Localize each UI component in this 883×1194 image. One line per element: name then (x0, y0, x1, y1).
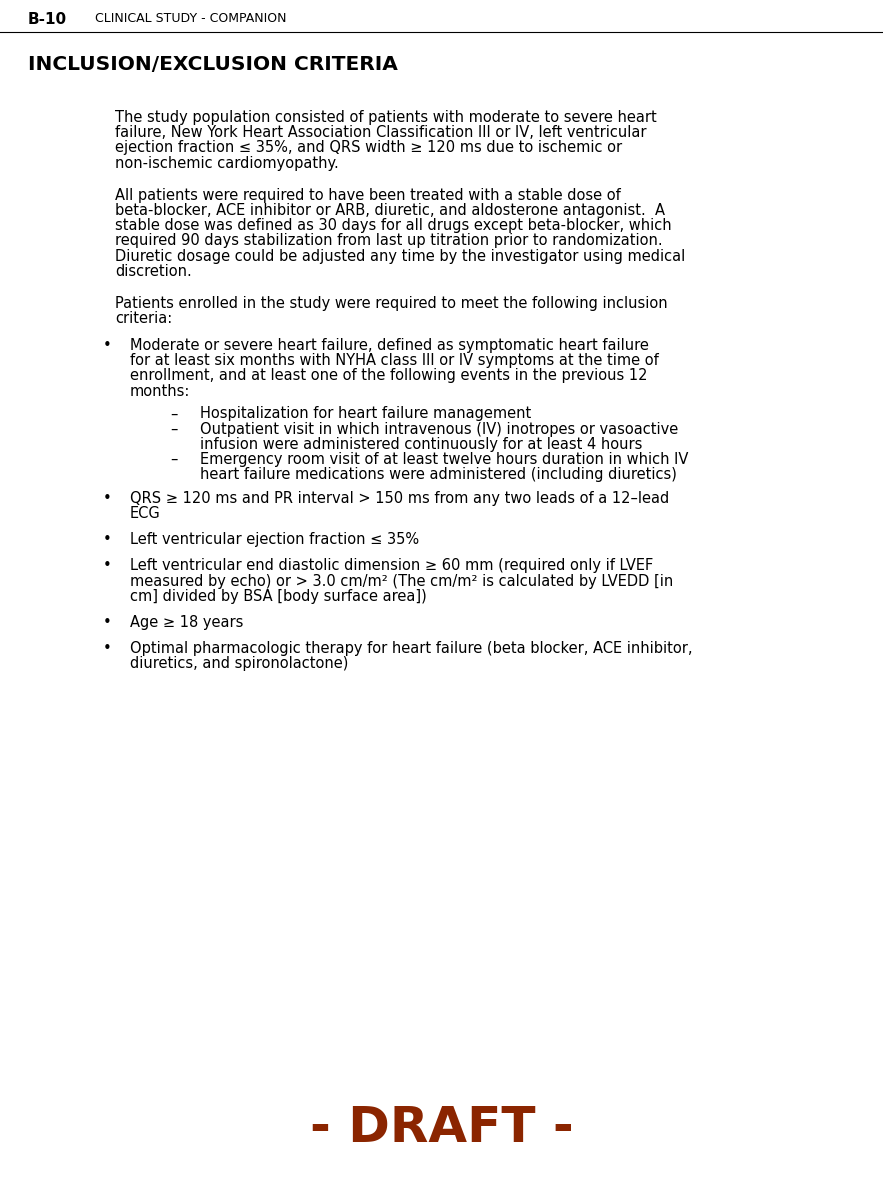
Text: heart failure medications were administered (including diuretics): heart failure medications were administe… (200, 467, 677, 482)
Text: required 90 days stabilization from last up titration prior to randomization.: required 90 days stabilization from last… (115, 233, 662, 248)
Text: Left ventricular ejection fraction ≤ 35%: Left ventricular ejection fraction ≤ 35% (130, 533, 419, 547)
Text: cm] divided by BSA [body surface area]): cm] divided by BSA [body surface area]) (130, 589, 426, 604)
Text: Age ≥ 18 years: Age ≥ 18 years (130, 615, 244, 630)
Text: Patients enrolled in the study were required to meet the following inclusion: Patients enrolled in the study were requ… (115, 296, 668, 310)
Text: non-ischemic cardiomyopathy.: non-ischemic cardiomyopathy. (115, 155, 339, 171)
Text: –: – (170, 406, 177, 421)
Text: –: – (170, 453, 177, 467)
Text: CLINICAL STUDY - COMPANION: CLINICAL STUDY - COMPANION (95, 12, 286, 25)
Text: All patients were required to have been treated with a stable dose of: All patients were required to have been … (115, 187, 621, 203)
Text: criteria:: criteria: (115, 310, 172, 326)
Text: •: • (103, 533, 112, 547)
Text: B-10: B-10 (28, 12, 67, 27)
Text: •: • (103, 559, 112, 573)
Text: Moderate or severe heart failure, defined as symptomatic heart failure: Moderate or severe heart failure, define… (130, 338, 649, 353)
Text: Optimal pharmacologic therapy for heart failure (beta blocker, ACE inhibitor,: Optimal pharmacologic therapy for heart … (130, 641, 692, 656)
Text: ECG: ECG (130, 506, 161, 521)
Text: infusion were administered continuously for at least 4 hours: infusion were administered continuously … (200, 437, 642, 451)
Text: Emergency room visit of at least twelve hours duration in which IV: Emergency room visit of at least twelve … (200, 453, 689, 467)
Text: discretion.: discretion. (115, 264, 192, 278)
Text: beta-blocker, ACE inhibitor or ARB, diuretic, and aldosterone antagonist.  A: beta-blocker, ACE inhibitor or ARB, diur… (115, 203, 665, 217)
Text: months:: months: (130, 383, 191, 399)
Text: –: – (170, 421, 177, 437)
Text: •: • (103, 338, 112, 353)
Text: measured by echo) or > 3.0 cm/m² (The cm/m² is calculated by LVEDD [in: measured by echo) or > 3.0 cm/m² (The cm… (130, 573, 673, 589)
Text: stable dose was defined as 30 days for all drugs except beta-blocker, which: stable dose was defined as 30 days for a… (115, 219, 672, 233)
Text: •: • (103, 641, 112, 656)
Text: diuretics, and spironolactone): diuretics, and spironolactone) (130, 657, 349, 671)
Text: Hospitalization for heart failure management: Hospitalization for heart failure manage… (200, 406, 532, 421)
Text: INCLUSION/EXCLUSION CRITERIA: INCLUSION/EXCLUSION CRITERIA (28, 55, 398, 74)
Text: •: • (103, 615, 112, 630)
Text: The study population consisted of patients with moderate to severe heart: The study population consisted of patien… (115, 110, 657, 125)
Text: Diuretic dosage could be adjusted any time by the investigator using medical: Diuretic dosage could be adjusted any ti… (115, 248, 685, 264)
Text: failure, New York Heart Association Classification III or IV, left ventricular: failure, New York Heart Association Clas… (115, 125, 646, 140)
Text: Outpatient visit in which intravenous (IV) inotropes or vasoactive: Outpatient visit in which intravenous (I… (200, 421, 678, 437)
Text: ejection fraction ≤ 35%, and QRS width ≥ 120 ms due to ischemic or: ejection fraction ≤ 35%, and QRS width ≥… (115, 141, 623, 155)
Text: QRS ≥ 120 ms and PR interval > 150 ms from any two leads of a 12–lead: QRS ≥ 120 ms and PR interval > 150 ms fr… (130, 491, 669, 506)
Text: - DRAFT -: - DRAFT - (310, 1104, 573, 1152)
Text: enrollment, and at least one of the following events in the previous 12: enrollment, and at least one of the foll… (130, 369, 647, 383)
Text: for at least six months with NYHA class III or IV symptoms at the time of: for at least six months with NYHA class … (130, 353, 659, 368)
Text: •: • (103, 491, 112, 506)
Text: Left ventricular end diastolic dimension ≥ 60 mm (required only if LVEF: Left ventricular end diastolic dimension… (130, 559, 653, 573)
